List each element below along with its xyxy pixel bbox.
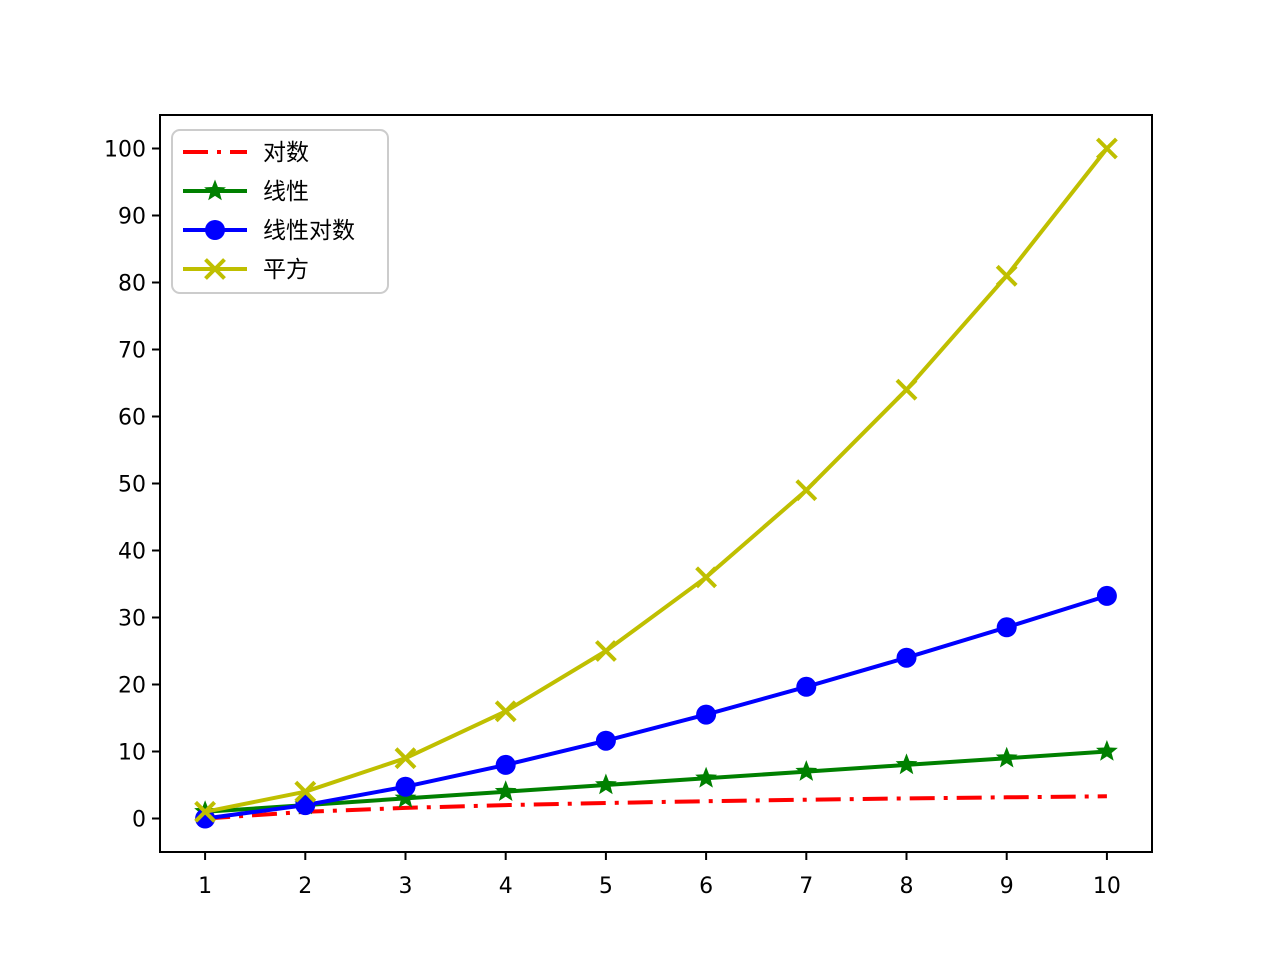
star-marker <box>695 766 717 788</box>
legend-label: 平方 <box>263 257 309 283</box>
series-0 <box>204 794 1107 821</box>
circle-marker <box>205 220 225 240</box>
star-marker <box>995 746 1018 768</box>
series-line <box>204 794 1107 821</box>
star-marker <box>1096 740 1118 761</box>
circle-marker <box>1096 585 1117 606</box>
series-line <box>204 147 1109 814</box>
circle-marker <box>796 676 817 697</box>
series-3 <box>194 137 1118 823</box>
x-tick-label: 7 <box>799 874 813 899</box>
x-marker <box>394 747 417 770</box>
y-tick-label: 40 <box>118 540 146 565</box>
circle-marker <box>996 617 1017 638</box>
y-tick-label: 50 <box>118 473 146 498</box>
circle-marker <box>896 647 917 668</box>
x-tick-label: 4 <box>499 874 513 899</box>
x-tick-label: 1 <box>198 874 212 899</box>
series-2 <box>195 585 1117 829</box>
y-tick-label: 20 <box>118 674 146 699</box>
circle-marker <box>495 754 516 775</box>
x-tick-label: 2 <box>298 874 312 899</box>
x-tick-label: 6 <box>699 874 713 899</box>
legend-entry-2: 线性对数 <box>183 218 355 244</box>
legend-label: 线性对数 <box>263 218 355 244</box>
legend-entry-3: 平方 <box>183 257 309 283</box>
star-marker <box>895 753 918 775</box>
x-tick-label: 5 <box>599 874 613 899</box>
star-marker <box>595 773 617 795</box>
star-marker <box>204 179 226 201</box>
x-tick-label: 9 <box>1000 874 1014 899</box>
x-marker <box>494 700 517 723</box>
star-marker <box>394 786 417 808</box>
circle-marker <box>295 795 316 816</box>
legend-entry-1: 线性 <box>183 179 309 205</box>
x-tick-label: 10 <box>1093 874 1121 899</box>
y-tick-label: 60 <box>118 406 146 431</box>
star-marker <box>795 760 818 781</box>
x-marker <box>594 640 617 662</box>
x-marker <box>695 566 718 589</box>
legend-entry-0: 对数 <box>183 140 309 166</box>
series-line <box>204 593 1108 821</box>
circle-marker <box>195 808 216 829</box>
x-marker <box>795 479 818 502</box>
circle-marker <box>595 730 616 751</box>
x-marker <box>1095 137 1118 160</box>
x-marker <box>194 800 217 823</box>
legend-box <box>171 129 389 294</box>
series-line <box>204 749 1108 814</box>
y-tick-label: 10 <box>118 741 146 766</box>
y-tick-label: 100 <box>104 138 146 163</box>
circle-marker <box>395 776 416 797</box>
legend-label: 对数 <box>263 140 309 166</box>
y-tick-label: 0 <box>132 808 146 833</box>
y-tick-label: 80 <box>118 272 146 297</box>
x-tick-label: 8 <box>900 874 914 899</box>
x-marker <box>204 258 226 280</box>
x-marker <box>995 264 1018 287</box>
y-tick-label: 70 <box>118 339 146 364</box>
x-tick-label: 3 <box>398 874 412 899</box>
circle-marker <box>696 704 717 725</box>
x-marker <box>294 780 317 803</box>
legend-label: 线性 <box>263 179 309 205</box>
x-marker <box>895 378 918 401</box>
y-tick-label: 90 <box>118 205 146 230</box>
y-tick-label: 30 <box>118 607 146 632</box>
star-marker <box>494 780 517 801</box>
